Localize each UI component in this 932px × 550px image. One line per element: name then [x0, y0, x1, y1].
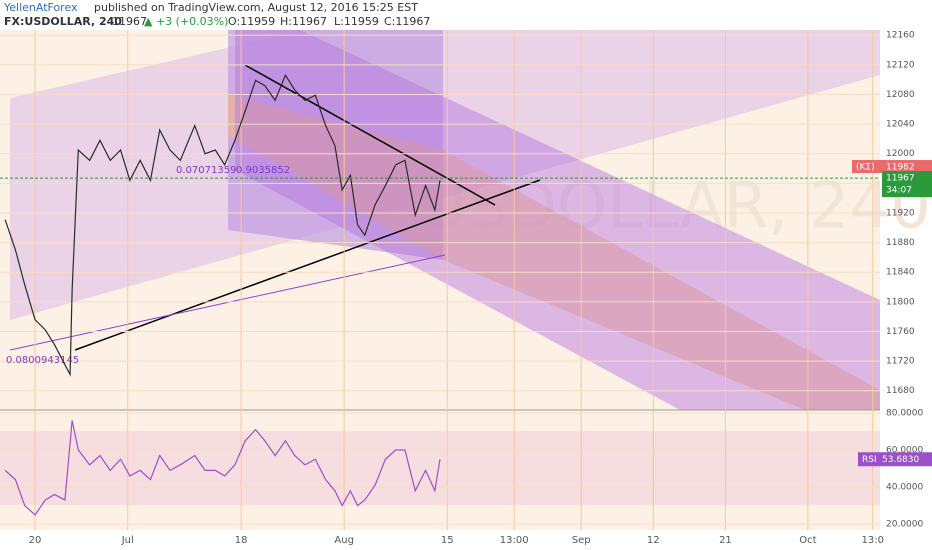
rsi-name: RSI: [862, 455, 877, 465]
trendline: [74, 179, 541, 351]
y-tick-label: 12000: [886, 149, 915, 159]
drawings: [0, 30, 880, 530]
x-tick-label: 13:00: [500, 535, 529, 546]
annotation: 0.07071359: [176, 165, 236, 176]
price-label-bg: [852, 160, 932, 174]
open: O:11959: [228, 15, 275, 28]
y-tick-label: 11760: [886, 327, 915, 337]
y-tick-label: 11680: [886, 386, 915, 396]
last: 11967: [112, 15, 147, 28]
y-tick-label: 12120: [886, 60, 915, 70]
x-tick-label: 20: [29, 535, 42, 546]
header-bg: [0, 0, 932, 30]
rsi-label-bg: [858, 452, 932, 467]
channel-edge: [9, 254, 446, 351]
low: L:11959: [334, 15, 379, 28]
trendline: [244, 64, 496, 206]
x-axis-bg: [0, 530, 880, 550]
y-tick-label: 11800: [886, 297, 915, 307]
published: published on TradingView.com, August 12,…: [94, 1, 418, 14]
y-tick-label: 12040: [886, 120, 915, 130]
y-tick-label: 12160: [886, 31, 915, 41]
series-line: [4, 73, 441, 377]
y-tick-label: 40.0000: [886, 483, 923, 493]
x-tick-label: Jul: [121, 535, 134, 546]
annotation: 0.9035852: [236, 165, 290, 176]
x-tick-label: 15: [441, 535, 454, 546]
x-tick-label: 13:0: [862, 535, 884, 546]
y-tick-label: 11840: [886, 268, 915, 278]
x-tick-label: Sep: [572, 535, 591, 546]
price-label: 11967: [886, 174, 915, 184]
price-label-bg: [882, 171, 932, 198]
high: H:11967: [280, 15, 327, 28]
axis-bg: [880, 30, 932, 550]
channel-purple: [235, 30, 880, 410]
x-tick-label: Oct: [799, 535, 816, 546]
x-tick-label: 12: [647, 535, 660, 546]
y-tick-label: 80.0000: [886, 408, 923, 418]
y-tick-label: 20.0000: [886, 520, 923, 530]
y-tick-label: 12080: [886, 90, 915, 100]
x-tick-label: 18: [235, 535, 248, 546]
author[interactable]: YellenAtForex: [3, 1, 78, 14]
series-line: [4, 420, 441, 516]
change: ▲ +3 (+0.03%): [144, 15, 228, 28]
x-tick-label: Aug: [334, 535, 354, 546]
symbol: FX:USDOLLAR, 240: [4, 15, 122, 28]
y-tick-label: 11720: [886, 357, 915, 367]
x-tick-label: 21: [719, 535, 732, 546]
rsi-band: [0, 431, 880, 505]
close: C:11967: [384, 15, 430, 28]
y-tick-label: 60.0000: [886, 446, 923, 456]
price-label: 11982: [886, 163, 915, 173]
annotation: 0.0800943145: [6, 355, 79, 366]
y-tick-label: 11920: [886, 208, 915, 218]
countdown: 34:07: [886, 186, 912, 196]
rsi-value: 53.6830: [882, 455, 919, 465]
y-tick-label: 11880: [886, 238, 915, 248]
price-label: (KΣ): [856, 163, 875, 173]
